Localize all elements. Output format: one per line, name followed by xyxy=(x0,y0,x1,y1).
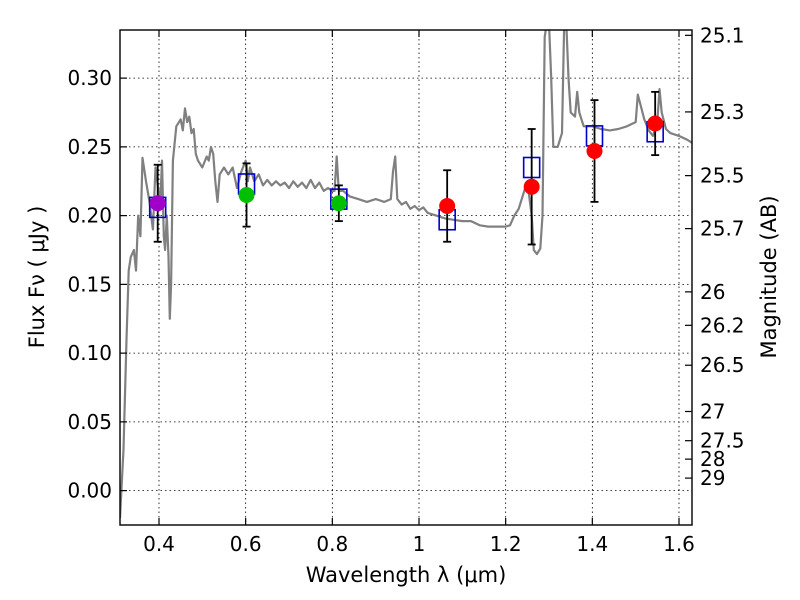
right-tick-label: 28 xyxy=(700,447,725,471)
x-tick-label: 0.4 xyxy=(143,532,175,556)
y-tick-label: 0.25 xyxy=(67,135,112,159)
right-tick-label: 25.5 xyxy=(700,164,745,188)
spectrum-line xyxy=(120,30,692,519)
observed-point xyxy=(149,195,166,212)
observed-point xyxy=(439,198,456,214)
x-tick-label: 1.4 xyxy=(576,532,608,556)
right-tick-label: 29 xyxy=(700,466,725,490)
y-tick-label: 0.20 xyxy=(67,204,112,228)
x-tick-label: 0.8 xyxy=(316,532,348,556)
x-tick-label: 1.6 xyxy=(663,532,695,556)
right-tick-label: 25.1 xyxy=(700,23,745,47)
x-tick-label: 0.6 xyxy=(230,532,262,556)
x-axis-label: Wavelength λ (μm) xyxy=(306,563,507,587)
observed-point xyxy=(330,195,347,212)
right-tick-label: 26 xyxy=(700,280,725,304)
observed-point xyxy=(238,187,255,203)
observed-point xyxy=(647,115,664,132)
right-tick-label: 26.5 xyxy=(700,353,745,377)
right-tick-label: 25.3 xyxy=(700,100,745,124)
y-tick-label: 0.05 xyxy=(67,410,112,434)
y-axis-label: Flux Fν ( μJy ) xyxy=(25,206,49,349)
right-tick-label: 26.2 xyxy=(700,313,745,337)
right-tick-label: 25.7 xyxy=(700,217,745,241)
plot-area xyxy=(120,30,692,519)
observed-point xyxy=(586,143,603,159)
x-tick-label: 1.2 xyxy=(490,532,522,556)
y-tick-label: 0.30 xyxy=(67,66,112,90)
y-tick-label: 0.10 xyxy=(67,341,112,365)
x-tick-label: 1 xyxy=(413,532,426,556)
observed-point xyxy=(523,178,540,195)
plot-frame xyxy=(119,29,693,526)
right-tick-label: 27.5 xyxy=(700,429,745,453)
axes: 0.4 0.6 0.8 1 1.2 1.4 1.6 0.00 0.05 0.10 0.15 0.20 0… xyxy=(67,23,744,556)
right-tick-label: 27 xyxy=(700,400,725,424)
y-tick-label: 0.00 xyxy=(67,479,112,503)
y-tick-label: 0.15 xyxy=(67,272,112,296)
right-axis-label: Magnitude (AB) xyxy=(757,195,781,358)
grid xyxy=(120,30,692,525)
